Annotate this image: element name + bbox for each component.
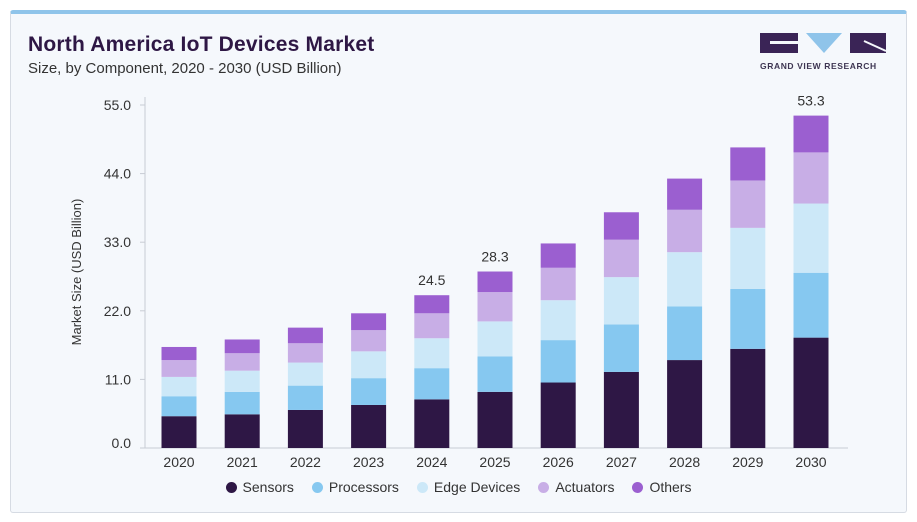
y-tick-label: 0.0 bbox=[112, 435, 132, 451]
x-tick-label: 2029 bbox=[732, 454, 763, 470]
legend-item: Actuators bbox=[538, 479, 614, 495]
legend-dot-icon bbox=[632, 481, 644, 493]
bar-edge-devices-2026 bbox=[540, 300, 576, 341]
y-tick-label: 55.0 bbox=[104, 97, 131, 113]
bar-sensors-2028 bbox=[667, 360, 703, 448]
bar-sensors-2026 bbox=[540, 382, 576, 448]
legend-dot-icon bbox=[311, 481, 323, 493]
y-tick-label: 33.0 bbox=[104, 234, 131, 250]
bar-actuators-2025 bbox=[477, 292, 513, 322]
legend-label: Actuators bbox=[555, 479, 615, 495]
data-label-2025: 28.3 bbox=[481, 249, 508, 265]
x-tick-label: 2024 bbox=[416, 454, 447, 470]
bar-edge-devices-2024 bbox=[414, 338, 450, 369]
bar-sensors-2023 bbox=[351, 404, 387, 448]
y-tick-label: 44.0 bbox=[104, 166, 131, 182]
legend-dot-icon bbox=[225, 481, 237, 493]
y-axis-label: Market Size (USD Billion) bbox=[69, 199, 84, 346]
bar-actuators-2020 bbox=[161, 360, 197, 377]
legend-item: Others bbox=[632, 479, 691, 495]
chart-title: North America IoT Devices Market bbox=[28, 33, 375, 56]
bar-actuators-2021 bbox=[224, 353, 260, 371]
bar-processors-2025 bbox=[477, 356, 513, 392]
bar-others-2021 bbox=[224, 339, 260, 354]
bar-sensors-2022 bbox=[287, 409, 323, 448]
bar-others-2020 bbox=[161, 346, 197, 361]
bar-processors-2023 bbox=[351, 378, 387, 405]
data-label-2024: 24.5 bbox=[418, 272, 445, 288]
legend: Sensors Processors Edge Devices Actuators Ot… bbox=[0, 479, 917, 495]
bar-processors-2030 bbox=[793, 272, 829, 338]
data-label-2030: 53.3 bbox=[797, 93, 824, 109]
bar-actuators-2027 bbox=[603, 239, 639, 278]
legend-label: Edge Devices bbox=[433, 479, 521, 495]
bar-actuators-2023 bbox=[351, 330, 387, 352]
bar-others-2023 bbox=[351, 313, 387, 331]
bar-edge-devices-2020 bbox=[161, 376, 197, 397]
y-tick-label: 11.0 bbox=[105, 371, 131, 387]
bar-edge-devices-2021 bbox=[224, 370, 260, 392]
legend-item: Sensors bbox=[225, 479, 294, 495]
chart-subtitle: Size, by Component, 2020 - 2030 (USD Bil… bbox=[28, 60, 342, 77]
legend-dot-icon bbox=[538, 481, 550, 493]
bar-others-2030 bbox=[793, 115, 829, 153]
legend-label: Others bbox=[649, 479, 692, 495]
bar-others-2022 bbox=[287, 327, 323, 344]
x-tick-label: 2022 bbox=[290, 454, 321, 470]
x-tick-label: 2030 bbox=[795, 454, 826, 470]
bar-actuators-2026 bbox=[540, 267, 576, 301]
bar-processors-2021 bbox=[224, 391, 260, 415]
bar-edge-devices-2028 bbox=[667, 252, 703, 307]
bar-sensors-2030 bbox=[793, 337, 829, 448]
bar-others-2026 bbox=[540, 243, 576, 268]
bar-edge-devices-2029 bbox=[730, 227, 766, 289]
bar-edge-devices-2027 bbox=[603, 277, 639, 325]
bar-processors-2028 bbox=[667, 306, 703, 361]
legend-label: Processors bbox=[328, 479, 399, 495]
bar-actuators-2024 bbox=[414, 313, 450, 339]
y-tick-label: 22.0 bbox=[104, 303, 131, 319]
x-tick-label: 2023 bbox=[353, 454, 384, 470]
bar-sensors-2021 bbox=[224, 414, 260, 448]
x-tick-label: 2026 bbox=[543, 454, 574, 470]
bar-processors-2024 bbox=[414, 368, 450, 400]
bar-actuators-2030 bbox=[793, 152, 829, 204]
bar-processors-2027 bbox=[603, 324, 639, 372]
legend-item: Processors bbox=[311, 479, 399, 495]
bar-actuators-2022 bbox=[287, 343, 323, 363]
bar-actuators-2028 bbox=[667, 209, 703, 253]
legend-item: Edge Devices bbox=[416, 479, 521, 495]
bar-processors-2020 bbox=[161, 396, 197, 417]
x-tick-label: 2020 bbox=[163, 454, 194, 470]
bar-edge-devices-2023 bbox=[351, 351, 387, 379]
bar-edge-devices-2022 bbox=[287, 362, 323, 386]
bar-others-2025 bbox=[477, 271, 513, 293]
bar-actuators-2029 bbox=[730, 180, 766, 228]
bar-others-2028 bbox=[667, 178, 703, 210]
bar-sensors-2024 bbox=[414, 399, 450, 448]
bar-processors-2026 bbox=[540, 340, 576, 383]
x-tick-label: 2021 bbox=[227, 454, 258, 470]
bar-sensors-2029 bbox=[730, 348, 766, 448]
bar-edge-devices-2030 bbox=[793, 203, 829, 273]
bar-sensors-2025 bbox=[477, 391, 513, 448]
bar-others-2027 bbox=[603, 212, 639, 240]
legend-label: Sensors bbox=[242, 479, 294, 495]
bar-sensors-2027 bbox=[603, 371, 639, 448]
x-tick-label: 2025 bbox=[479, 454, 510, 470]
logo-text: GRAND VIEW RESEARCH bbox=[760, 61, 877, 71]
bar-others-2029 bbox=[730, 147, 766, 181]
x-tick-label: 2027 bbox=[606, 454, 637, 470]
x-tick-label: 2028 bbox=[669, 454, 700, 470]
bar-sensors-2020 bbox=[161, 416, 197, 448]
bar-edge-devices-2025 bbox=[477, 321, 513, 357]
bar-processors-2022 bbox=[287, 385, 323, 410]
grand-view-research-logo bbox=[760, 33, 887, 53]
bar-processors-2029 bbox=[730, 288, 766, 349]
legend-dot-icon bbox=[416, 481, 428, 493]
bar-others-2024 bbox=[414, 295, 450, 314]
